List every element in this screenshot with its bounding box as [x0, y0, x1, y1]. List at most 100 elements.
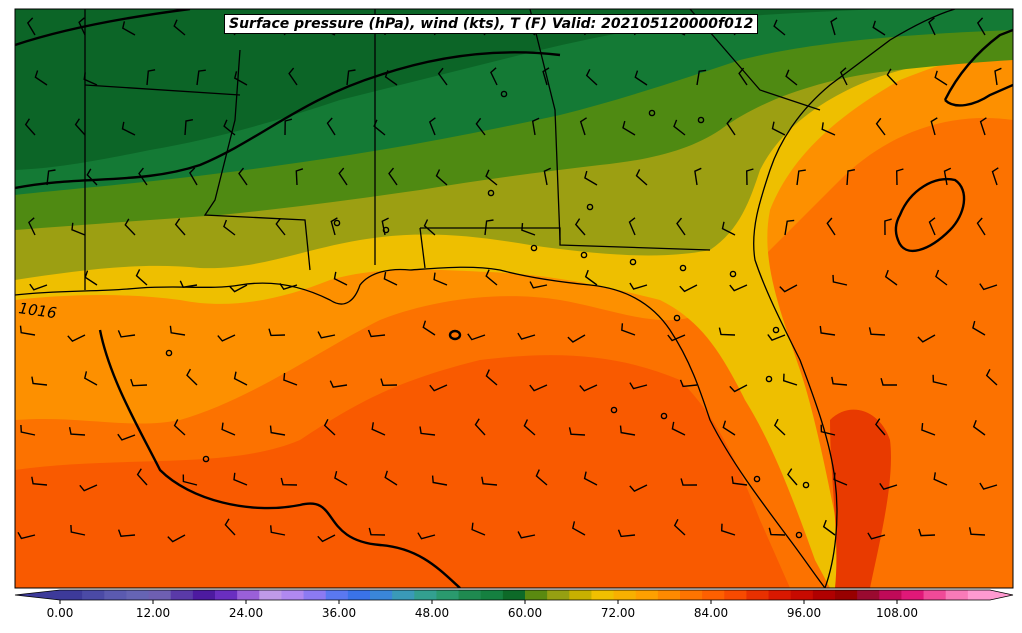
wind-barb	[419, 426, 436, 436]
station-circle	[629, 258, 637, 266]
colorbar-swatch	[325, 590, 349, 600]
wind-barb	[529, 281, 548, 289]
station-circle	[729, 270, 737, 278]
wind-barb	[779, 284, 798, 293]
wind-barb	[381, 217, 389, 236]
station-circle	[202, 455, 210, 463]
colorbar-swatch	[879, 590, 902, 600]
wind-barb	[317, 534, 336, 543]
wind-barb	[820, 424, 836, 436]
wind-barb	[968, 527, 986, 536]
isobars	[15, 9, 1013, 588]
wind-barb	[819, 325, 836, 336]
wind-barb	[729, 384, 748, 393]
colorbar-swatch	[591, 590, 615, 600]
isobar-east-2	[943, 28, 1013, 101]
wind-barb	[622, 120, 636, 136]
colorbar-swatch	[480, 590, 504, 600]
state-line-7	[689, 9, 821, 111]
station-circle	[772, 326, 780, 334]
wind-barb	[785, 69, 798, 86]
wind-barb	[323, 418, 336, 436]
colorbar-extend-min	[15, 590, 60, 600]
station-circle	[802, 481, 810, 489]
wind-barb	[71, 222, 86, 236]
colorbar-swatch	[82, 590, 105, 600]
colorbar-swatch	[901, 590, 925, 600]
wind-barb	[437, 67, 448, 86]
colorbar-swatch	[458, 590, 482, 600]
wind-barb	[167, 534, 186, 543]
colorbar-tick-label: 24.00	[228, 606, 264, 620]
wind-barb	[930, 117, 938, 136]
wind-barb	[371, 422, 386, 436]
wind-barb	[782, 373, 798, 386]
colorbar-swatch	[967, 590, 991, 600]
colorbar-swatch	[945, 590, 969, 600]
wind-barb	[621, 323, 636, 336]
station-circle	[648, 109, 656, 117]
wind-barb	[384, 470, 398, 486]
temp-band-green-dark	[15, 9, 880, 170]
state-line-5	[529, 9, 561, 241]
wind-barb	[485, 269, 498, 286]
wind-barb	[773, 418, 786, 436]
wind-barb	[130, 378, 148, 387]
station-circle	[586, 203, 594, 211]
wind-barb	[731, 476, 748, 486]
wind-barb	[543, 167, 552, 186]
colorbar-swatch	[680, 590, 703, 600]
wind-barb	[721, 221, 736, 236]
wind-barb	[839, 67, 848, 86]
wind-barb	[485, 169, 498, 186]
wind-barb	[535, 469, 548, 486]
wind-barb	[629, 382, 648, 390]
wind-barb	[28, 217, 36, 236]
wind-barb	[474, 418, 486, 436]
colorbar-tick-label: 72.00	[600, 606, 636, 620]
colorbar-swatch	[104, 590, 127, 600]
station-circle	[765, 375, 773, 383]
wind-barb	[875, 418, 886, 436]
wind-barb	[542, 67, 550, 86]
colorbar-swatch	[923, 590, 947, 600]
wind-barb	[268, 328, 286, 337]
wind-barb	[979, 117, 987, 136]
coastline-gulf	[15, 266, 826, 588]
wind-barb	[117, 433, 136, 441]
colorbar-swatch	[215, 590, 238, 600]
wind-barb	[269, 425, 286, 436]
colorbar-swatch	[835, 590, 858, 600]
wind-barb	[346, 69, 356, 86]
colorbar-swatch	[436, 590, 460, 600]
station-circle	[487, 189, 495, 197]
colorbar-tick-label: 12.00	[135, 606, 171, 620]
isobar-1016	[98, 329, 461, 588]
wind-barb	[619, 425, 636, 436]
wind-barb	[934, 70, 948, 86]
wind-barb	[767, 334, 786, 341]
wind-barb	[138, 167, 148, 186]
wind-barb	[189, 167, 198, 186]
wind-barb	[517, 531, 536, 539]
colorbar-tick-label: 60.00	[507, 606, 543, 620]
wind-barb	[584, 170, 598, 186]
wind-barb	[585, 68, 598, 86]
wind-barb	[972, 419, 986, 436]
colorbar-swatch	[237, 590, 260, 600]
wind-barb	[83, 72, 98, 86]
wind-barb	[680, 478, 698, 486]
wind-barb	[773, 19, 786, 36]
state-line-3	[203, 49, 311, 271]
wind-barb	[31, 476, 48, 486]
wind-barb	[224, 518, 236, 536]
station-circle	[580, 251, 588, 259]
wind-barb	[880, 378, 897, 386]
wind-barb	[124, 218, 136, 236]
colorbar-swatch	[303, 590, 327, 600]
wind-barb	[334, 471, 348, 486]
colorbar-swatch	[790, 590, 814, 600]
wind-barb	[67, 334, 86, 342]
wind-barb	[117, 529, 136, 537]
wind-barb	[771, 121, 786, 136]
